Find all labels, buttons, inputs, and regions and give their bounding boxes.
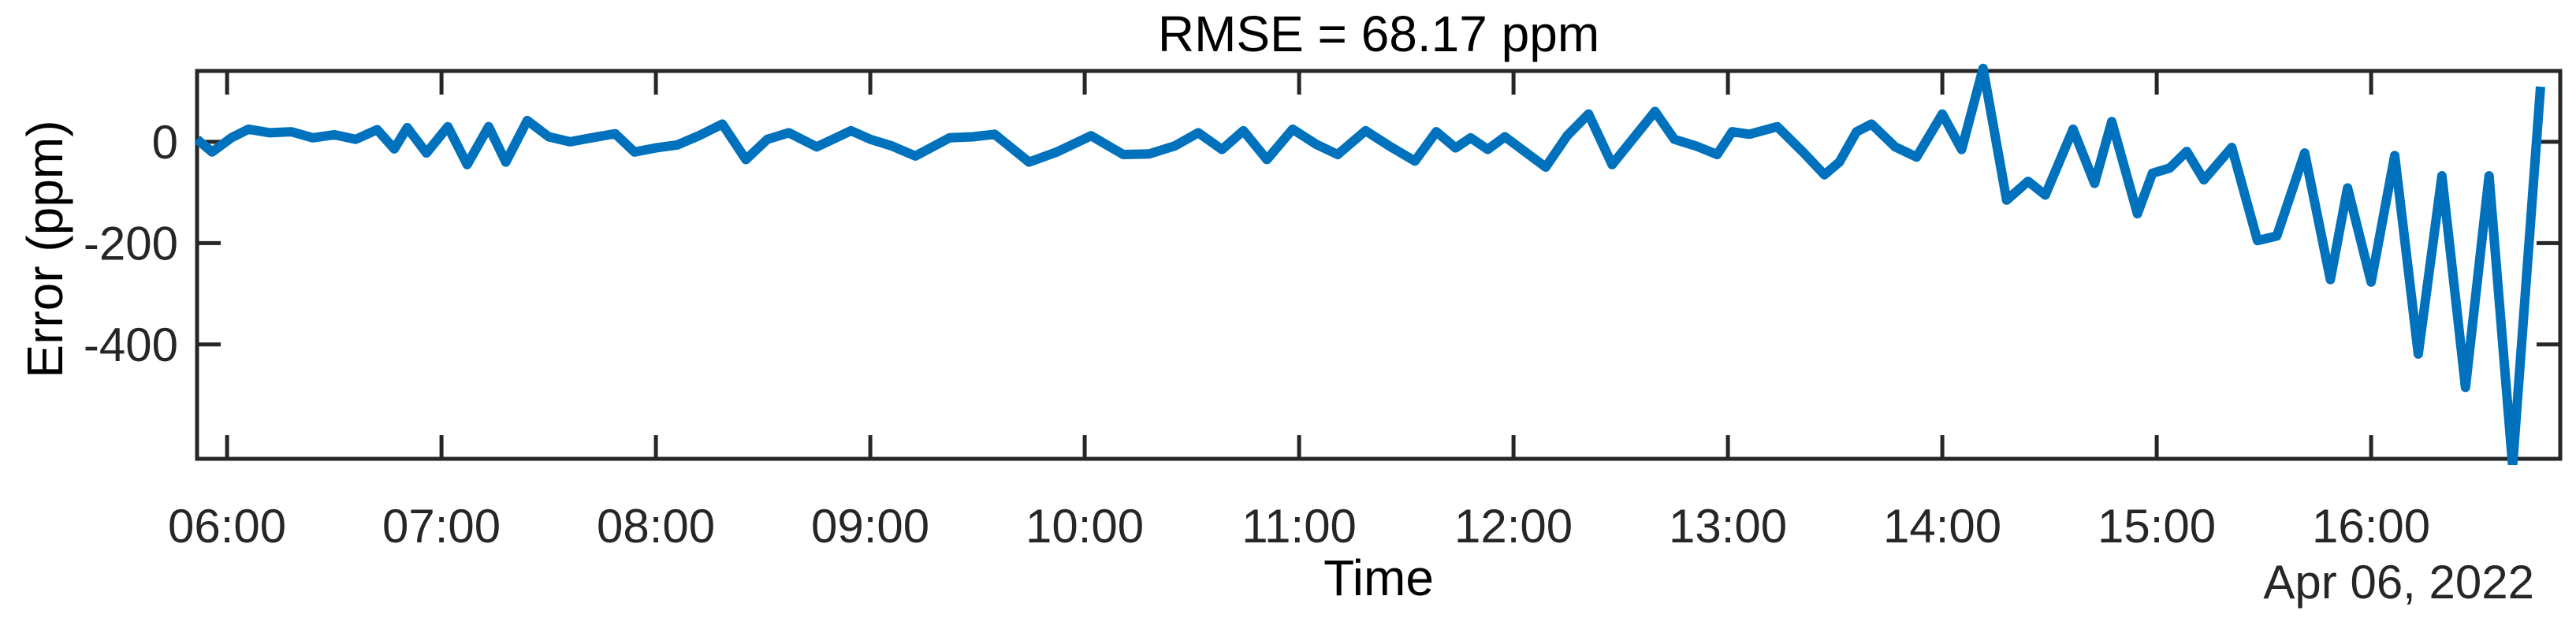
x-tick-label: 16:00	[2312, 500, 2430, 553]
x-tick-label: 08:00	[597, 500, 715, 553]
x-tick-label: 09:00	[811, 500, 929, 553]
x-tick-label: 06:00	[168, 500, 286, 553]
x-tick-label: 15:00	[2098, 500, 2216, 553]
x-axis-label: Time	[1323, 549, 1434, 606]
x-tick-label: 07:00	[382, 500, 501, 553]
x-axis-date-label: Apr 06, 2022	[2263, 556, 2534, 609]
y-axis-label: Error (ppm)	[17, 120, 73, 378]
y-tick-label: -400	[84, 318, 178, 371]
x-tick-label: 11:00	[1241, 500, 1357, 553]
x-tick-label: 10:00	[1026, 500, 1144, 553]
error-series-line	[195, 63, 2545, 465]
x-tick-label: 13:00	[1669, 500, 1787, 553]
x-tick-label: 12:00	[1454, 500, 1573, 553]
y-tick-label: 0	[152, 116, 178, 169]
y-tick-label: -200	[84, 217, 178, 270]
chart-title: RMSE = 68.17 ppm	[1157, 6, 1600, 62]
axes-box	[195, 69, 2563, 461]
x-tick-label: 14:00	[1883, 500, 2001, 553]
